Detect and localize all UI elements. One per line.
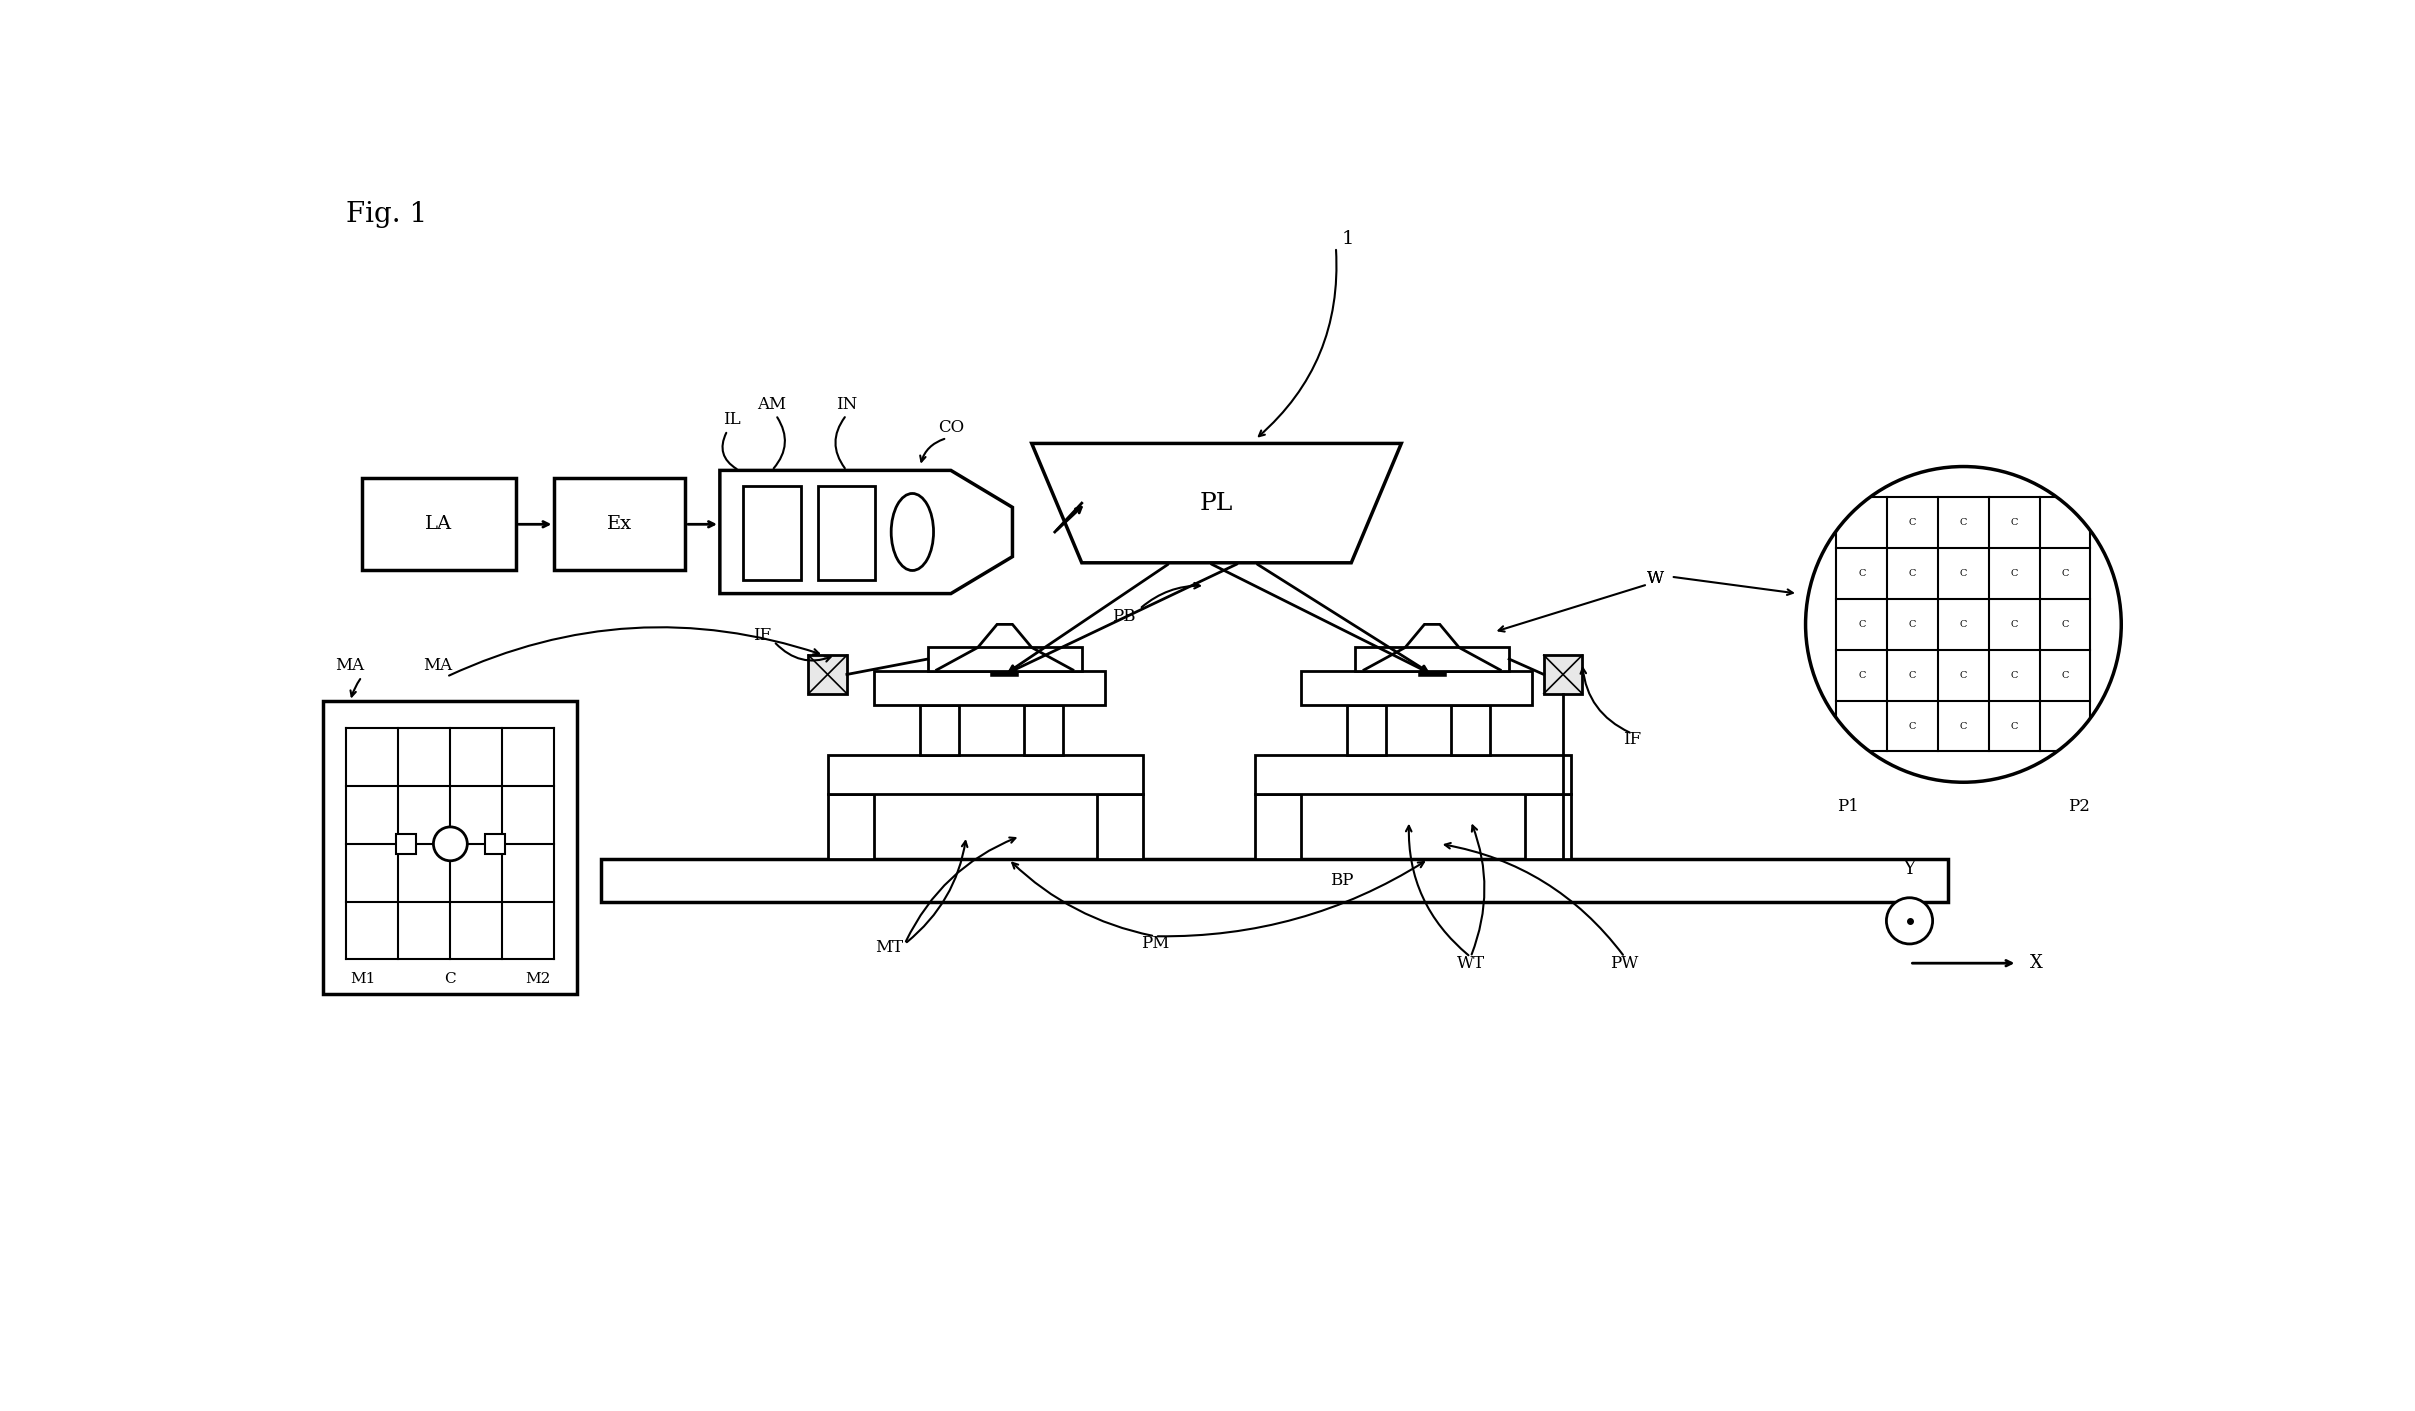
Text: C: C — [1959, 518, 1968, 528]
Bar — [1348, 706, 1386, 755]
Text: C: C — [1857, 670, 1864, 680]
Text: Fig. 1: Fig. 1 — [345, 200, 427, 229]
Text: C: C — [1857, 569, 1864, 579]
Text: C: C — [2012, 721, 2019, 731]
Text: AM: AM — [758, 395, 787, 412]
Text: C: C — [444, 972, 456, 986]
Text: PL: PL — [1200, 491, 1234, 515]
Text: C: C — [2012, 619, 2019, 629]
Bar — [485, 834, 505, 854]
Text: PW: PW — [1611, 955, 1640, 972]
Bar — [828, 755, 1142, 794]
Circle shape — [432, 827, 469, 861]
Ellipse shape — [891, 494, 935, 570]
Text: MA: MA — [336, 658, 365, 674]
Text: C: C — [1908, 670, 1915, 680]
Text: C: C — [2012, 518, 2019, 528]
Text: C: C — [2062, 670, 2070, 680]
Bar — [809, 655, 848, 694]
Polygon shape — [1031, 443, 1401, 563]
Bar — [819, 485, 874, 580]
Bar — [362, 478, 517, 570]
Text: BP: BP — [1331, 872, 1352, 889]
Text: MA: MA — [423, 658, 452, 674]
Text: Y: Y — [1903, 861, 1915, 879]
Bar — [744, 485, 802, 580]
Bar — [555, 478, 686, 570]
Text: 1: 1 — [1340, 230, 1352, 248]
Bar — [927, 648, 1082, 670]
Text: C: C — [1908, 569, 1915, 579]
Text: C: C — [2012, 670, 2019, 680]
Text: C: C — [1908, 721, 1915, 731]
Bar — [601, 859, 1949, 902]
Text: C: C — [1959, 670, 1968, 680]
Text: MT: MT — [874, 940, 903, 957]
Text: LA: LA — [425, 515, 452, 533]
Text: Ex: Ex — [606, 515, 633, 533]
Text: M2: M2 — [524, 972, 551, 986]
Bar — [396, 834, 415, 854]
Text: C: C — [2062, 619, 2070, 629]
Text: C: C — [1959, 569, 1968, 579]
Bar — [1524, 794, 1570, 859]
Bar — [828, 794, 874, 859]
Text: P1: P1 — [1838, 797, 1860, 814]
Text: PM: PM — [1140, 935, 1169, 952]
Text: C: C — [1959, 619, 1968, 629]
Text: PB: PB — [1113, 608, 1135, 625]
Text: C: C — [1908, 518, 1915, 528]
Bar — [1256, 755, 1570, 794]
Text: CO: CO — [937, 419, 964, 436]
Text: WT: WT — [1456, 955, 1485, 972]
Text: IL: IL — [722, 411, 741, 428]
Bar — [1302, 670, 1531, 706]
Bar — [1256, 794, 1302, 859]
Text: C: C — [1908, 619, 1915, 629]
Bar — [324, 701, 577, 993]
Text: C: C — [1857, 619, 1864, 629]
Text: C: C — [2012, 569, 2019, 579]
Bar — [920, 706, 959, 755]
Bar — [1355, 648, 1509, 670]
Text: IF: IF — [753, 628, 770, 645]
Text: W: W — [1647, 570, 1664, 587]
Text: C: C — [1959, 721, 1968, 731]
Bar — [874, 670, 1106, 706]
Polygon shape — [720, 470, 1012, 594]
Bar — [1096, 794, 1142, 859]
Text: X: X — [2031, 954, 2043, 972]
Circle shape — [1806, 467, 2120, 782]
Bar — [1543, 655, 1582, 694]
Circle shape — [1886, 897, 1932, 944]
Text: M1: M1 — [350, 972, 377, 986]
Text: IN: IN — [836, 395, 857, 412]
Text: P2: P2 — [2067, 797, 2089, 814]
Bar — [1451, 706, 1490, 755]
Text: W: W — [1647, 570, 1664, 587]
Text: IF: IF — [1623, 731, 1642, 748]
Bar — [1024, 706, 1063, 755]
Text: C: C — [2062, 569, 2070, 579]
